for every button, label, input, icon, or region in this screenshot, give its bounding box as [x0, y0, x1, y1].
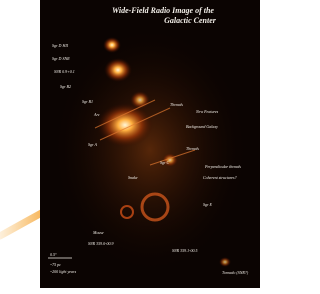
feature-label: Sgr B2 — [60, 84, 71, 89]
feature-label: Coherent structures? — [203, 175, 237, 180]
scale-label: ~200 light years — [50, 269, 77, 274]
feature-label: New Features — [195, 109, 219, 114]
feature-label: Threads — [170, 102, 183, 107]
feature-label: Sgr E — [203, 202, 213, 207]
feature-label: Sgr D SNR — [52, 56, 70, 61]
feature-label: SNR 0.9+0.1 — [54, 69, 75, 74]
feature-label: Perpendicular threads — [204, 164, 241, 169]
feature-label: Mouse — [92, 230, 104, 235]
title: Galactic Center — [164, 16, 217, 25]
scale-label: ~75 pc — [50, 262, 61, 267]
feature-label: Arc — [93, 112, 100, 117]
feature-label: Sgr D HII — [52, 43, 69, 48]
feature-label: SNR 359.1-00.5 — [172, 248, 197, 253]
emission — [55, 30, 245, 270]
feature-label: Sgr B1 — [82, 99, 93, 104]
feature-label: Snake — [128, 175, 138, 180]
feature-label: Sgr C — [160, 160, 170, 165]
feature-label: SNR 359.0-00.9 — [88, 241, 113, 246]
feature-label: Sgr A — [88, 142, 97, 147]
scale-label: 0.5° — [50, 252, 57, 257]
feature-label: Tornado (SNR?) — [222, 270, 249, 275]
feature-label: Threads — [186, 146, 199, 151]
feature-label: Background Galaxy — [186, 124, 218, 129]
title: Wide-Field Radio Image of the — [112, 6, 214, 15]
